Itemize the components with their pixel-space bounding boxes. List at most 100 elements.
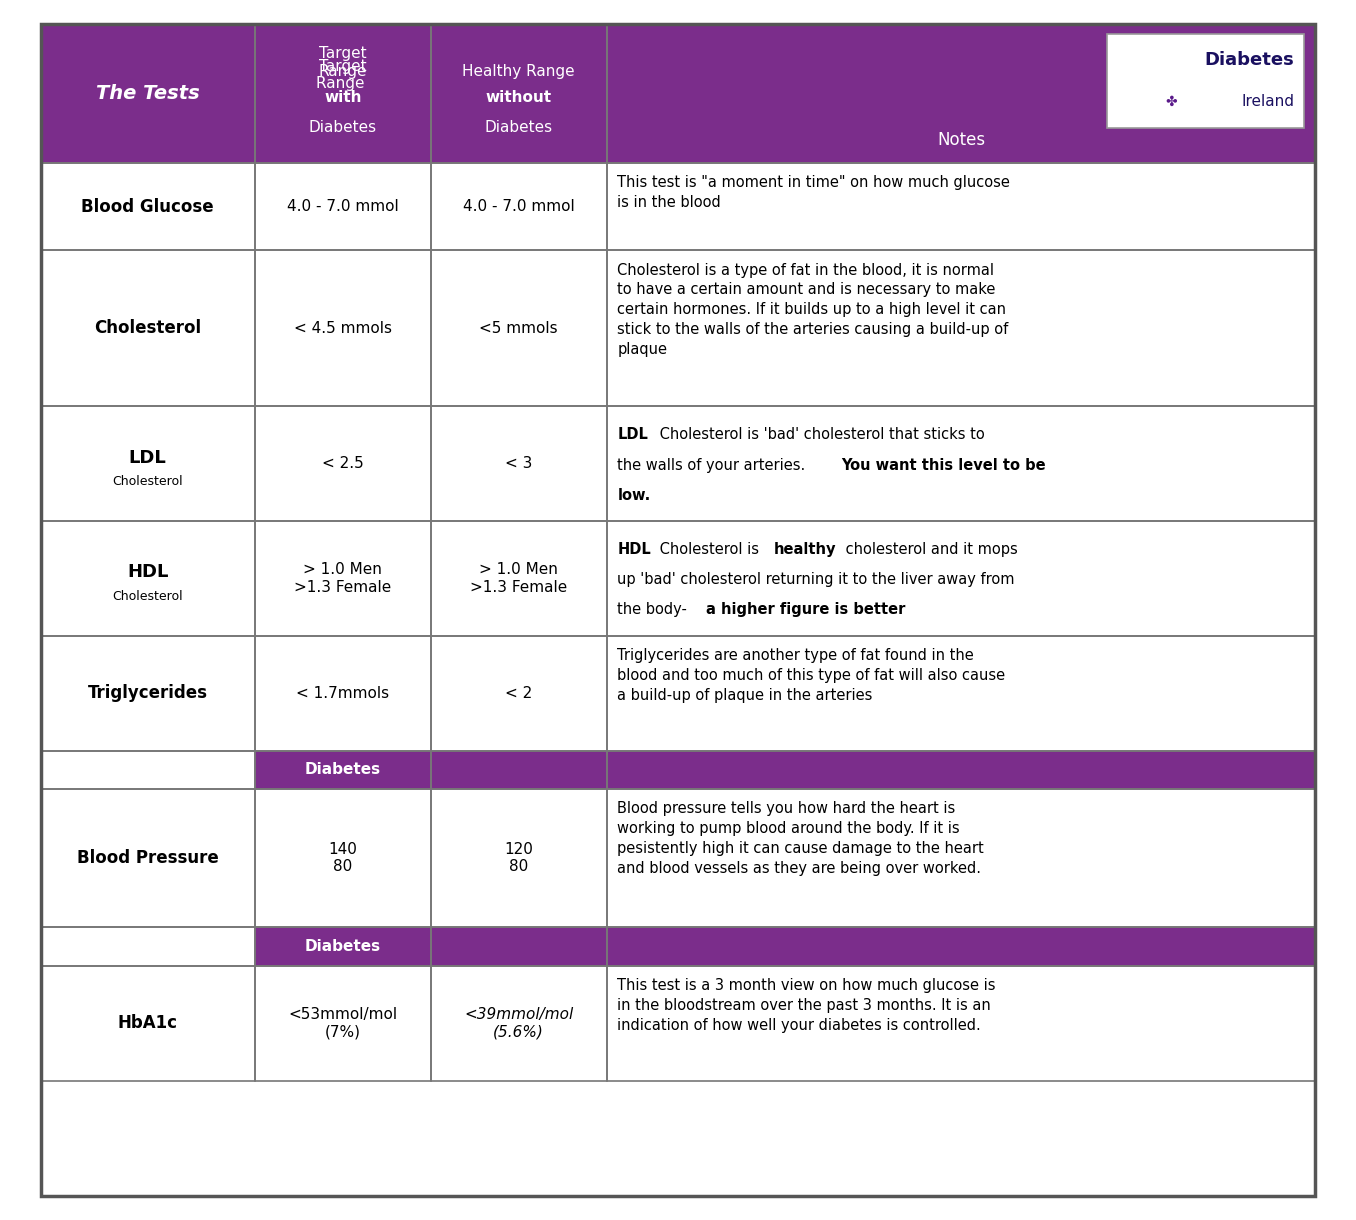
Bar — [606, 927, 1315, 966]
Bar — [606, 24, 1315, 162]
Bar — [606, 636, 1315, 750]
Bar — [41, 927, 255, 966]
Text: HDL: HDL — [617, 542, 651, 558]
Text: Target
Range: Target Range — [316, 59, 369, 92]
Bar — [431, 927, 606, 966]
Text: <39mmol/mol
(5.6%): <39mmol/mol (5.6%) — [464, 1008, 574, 1039]
Bar — [431, 24, 606, 162]
Text: Ireland: Ireland — [1242, 94, 1295, 110]
Bar — [255, 250, 431, 406]
Text: Notes: Notes — [937, 131, 984, 149]
Bar — [255, 162, 431, 250]
Bar — [255, 24, 431, 162]
Bar — [431, 789, 606, 927]
Bar — [431, 966, 606, 1081]
Text: <53mmol/mol
(7%): <53mmol/mol (7%) — [289, 1008, 397, 1039]
Text: Cholesterol is: Cholesterol is — [655, 542, 763, 558]
Bar — [606, 636, 1315, 750]
Bar — [606, 521, 1315, 636]
Text: Diabetes: Diabetes — [305, 939, 381, 954]
Text: < 2: < 2 — [504, 686, 533, 700]
Bar — [431, 24, 606, 162]
Bar — [41, 789, 255, 927]
Bar — [431, 250, 606, 406]
Bar — [41, 521, 255, 636]
Bar — [255, 521, 431, 636]
Bar — [41, 24, 255, 162]
Text: 140
80: 140 80 — [328, 842, 357, 875]
Text: HDL: HDL — [127, 564, 168, 581]
Text: Cholesterol is a type of fat in the blood, it is normal
to have a certain amount: Cholesterol is a type of fat in the bloo… — [617, 262, 1009, 356]
Text: Healthy Range: Healthy Range — [462, 63, 575, 79]
Text: LDL: LDL — [129, 449, 167, 466]
Bar — [255, 521, 431, 636]
Text: without: without — [485, 89, 552, 105]
Bar — [255, 406, 431, 521]
Bar — [606, 966, 1315, 1081]
Bar — [41, 966, 255, 1081]
Text: Blood Pressure: Blood Pressure — [77, 849, 218, 867]
Bar — [255, 636, 431, 750]
Bar — [431, 406, 606, 521]
Text: Diabetes: Diabetes — [309, 121, 377, 135]
Bar — [606, 789, 1315, 927]
Bar — [255, 927, 431, 966]
Bar — [606, 927, 1315, 966]
Text: the walls of your arteries.: the walls of your arteries. — [617, 458, 811, 472]
Bar — [41, 521, 255, 636]
Bar — [255, 750, 431, 789]
Text: with: with — [324, 89, 362, 105]
Bar — [41, 636, 255, 750]
Text: This test is a 3 month view on how much glucose is
in the bloodstream over the p: This test is a 3 month view on how much … — [617, 978, 995, 1033]
Text: Cholesterol is 'bad' cholesterol that sticks to: Cholesterol is 'bad' cholesterol that st… — [655, 427, 986, 443]
Bar — [41, 250, 255, 406]
Text: < 3: < 3 — [504, 456, 533, 471]
Bar — [41, 24, 255, 162]
Bar — [606, 162, 1315, 250]
Bar — [255, 927, 431, 966]
Bar — [1106, 34, 1304, 128]
Text: The Tests: The Tests — [96, 84, 199, 102]
Text: Triglycerides are another type of fat found in the
blood and too much of this ty: Triglycerides are another type of fat fo… — [617, 648, 1006, 703]
Bar — [41, 162, 255, 250]
Text: low.: low. — [617, 488, 651, 503]
Text: 4.0 - 7.0 mmol: 4.0 - 7.0 mmol — [287, 199, 399, 214]
Bar — [41, 636, 255, 750]
Bar — [606, 750, 1315, 789]
Bar — [431, 636, 606, 750]
Bar — [255, 636, 431, 750]
Text: <5 mmols: <5 mmols — [480, 321, 557, 336]
Text: LDL: LDL — [617, 427, 648, 443]
Bar — [606, 406, 1315, 521]
Text: Blood Glucose: Blood Glucose — [81, 198, 214, 216]
Bar — [431, 406, 606, 521]
Text: > 1.0 Men
>1.3 Female: > 1.0 Men >1.3 Female — [471, 562, 567, 594]
Bar — [41, 250, 255, 406]
Bar — [41, 750, 255, 789]
Bar — [431, 521, 606, 636]
Bar — [255, 162, 431, 250]
Bar — [606, 521, 1315, 636]
Bar — [255, 24, 431, 162]
Bar — [606, 750, 1315, 789]
Text: up 'bad' cholesterol returning it to the liver away from: up 'bad' cholesterol returning it to the… — [617, 572, 1016, 587]
Bar — [431, 750, 606, 789]
Text: the body-: the body- — [617, 603, 692, 617]
Bar — [41, 789, 255, 927]
Bar — [606, 24, 1315, 162]
Bar — [255, 406, 431, 521]
Bar — [255, 966, 431, 1081]
Text: Blood pressure tells you how hard the heart is
working to pump blood around the : Blood pressure tells you how hard the he… — [617, 802, 984, 876]
Bar — [255, 250, 431, 406]
Bar — [255, 789, 431, 927]
Bar — [606, 966, 1315, 1081]
Text: Cholesterol: Cholesterol — [113, 476, 183, 488]
Bar — [431, 789, 606, 927]
Bar — [431, 966, 606, 1081]
Text: < 4.5 mmols: < 4.5 mmols — [294, 321, 392, 336]
Bar — [606, 162, 1315, 250]
Bar — [41, 162, 255, 250]
Bar — [431, 162, 606, 250]
Text: cholesterol and it mops: cholesterol and it mops — [841, 542, 1018, 558]
Bar — [606, 406, 1315, 521]
